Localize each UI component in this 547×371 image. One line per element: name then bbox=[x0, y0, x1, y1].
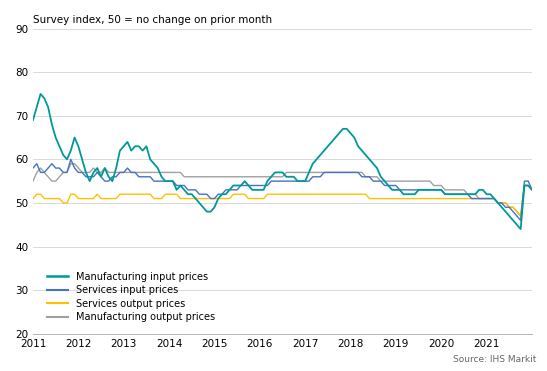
Text: Source: IHS Markit: Source: IHS Markit bbox=[453, 355, 536, 364]
Text: Survey index, 50 = no change on prior month: Survey index, 50 = no change on prior mo… bbox=[33, 15, 272, 25]
Legend: Manufacturing input prices, Services input prices, Services output prices, Manuf: Manufacturing input prices, Services inp… bbox=[43, 268, 219, 326]
